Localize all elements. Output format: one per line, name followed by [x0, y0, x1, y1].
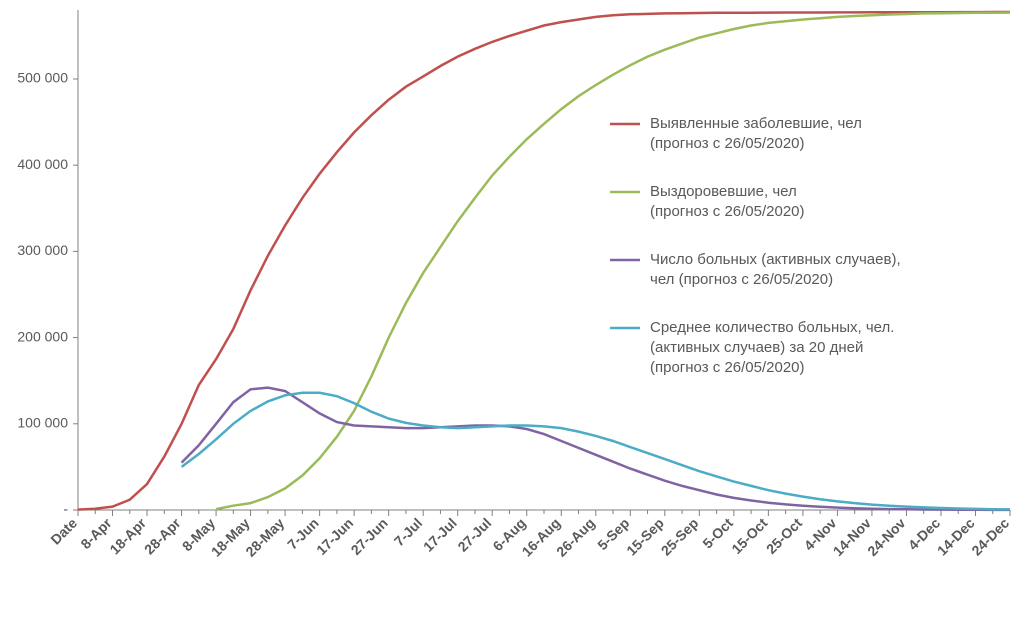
x-tick-label: 17-Jun	[313, 515, 356, 558]
x-tick-label: 27-Jul	[454, 515, 494, 555]
y-tick-label: 200 000	[17, 328, 68, 344]
legend-label-confirmed: (прогноз с 26/05/2020)	[650, 135, 805, 152]
y-tick-label: -	[63, 501, 68, 517]
x-tick-label: 24-Dec	[968, 515, 1012, 559]
chart-container: - 100 000 200 000 300 000 400 000 500 000 Date…	[0, 0, 1030, 624]
x-tick-label: Date	[47, 515, 80, 548]
legend-label-confirmed: Выявленные заболевшие, чел	[650, 115, 862, 132]
line-chart: - 100 000 200 000 300 000 400 000 500 000 Date…	[0, 0, 1030, 624]
x-tick-label: 17-Jul	[420, 515, 460, 555]
x-tick-label: 14-Dec	[934, 515, 978, 559]
legend-label-active: Число больных (активных случаев),	[650, 251, 901, 268]
legend-label-recovered: (прогноз с 26/05/2020)	[650, 203, 805, 220]
x-tick-label: 28-May	[242, 515, 287, 560]
x-tick-label: 25-Oct	[763, 515, 805, 557]
x-tick-label: 27-Jun	[348, 515, 391, 558]
y-tick-label: 500 000	[17, 70, 68, 86]
x-tick-label: 25-Sep	[658, 515, 702, 559]
x-tick-label: 15-Sep	[623, 515, 667, 559]
y-tick-label: 100 000	[17, 414, 68, 430]
y-tick-label: 400 000	[17, 156, 68, 172]
legend-label-active: чел (прогноз с 26/05/2020)	[650, 271, 833, 288]
series-active	[182, 388, 1010, 510]
legend-label-active_avg20: Среднее количество больных, чел.	[650, 319, 894, 336]
legend-label-active_avg20: (активных случаев) за 20 дней	[650, 339, 863, 356]
x-tick-label: 15-Oct	[728, 515, 770, 557]
x-tick-label: 26-Aug	[553, 515, 598, 560]
y-tick-label: 300 000	[17, 242, 68, 258]
series-active_avg20	[182, 393, 1010, 510]
legend-label-active_avg20: (прогноз с 26/05/2020)	[650, 359, 805, 376]
x-tick-label: 24-Nov	[864, 515, 908, 559]
x-tick-label: 28-Apr	[141, 514, 184, 557]
legend-label-recovered: Выздоровевшие, чел	[650, 183, 797, 200]
x-tick-label: 18-Apr	[106, 514, 149, 557]
